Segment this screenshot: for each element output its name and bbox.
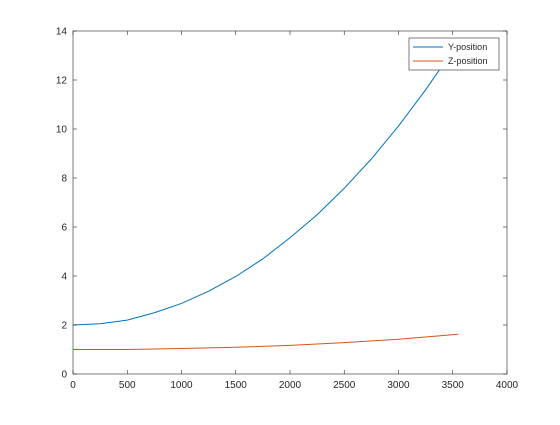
x-tick-label: 1000 <box>170 380 193 391</box>
x-tick-label: 3000 <box>387 380 410 391</box>
x-tick-label: 2000 <box>279 380 302 391</box>
series-line-z-position <box>73 333 459 350</box>
legend-label: Y-position <box>448 42 487 52</box>
axes-background <box>73 31 507 374</box>
y-tick-label: 10 <box>56 125 68 136</box>
x-tick-label: 4000 <box>496 380 519 391</box>
legend-box <box>408 37 500 71</box>
x-tick-label: 1500 <box>225 380 248 391</box>
series-line-y-position <box>72 44 459 326</box>
y-tick-label: 6 <box>61 223 67 234</box>
legend-label: Z-position <box>448 56 488 66</box>
x-tick-label: 2500 <box>333 380 356 391</box>
legend: Y-position Z-position <box>408 37 500 71</box>
y-tick-label: 14 <box>56 27 68 38</box>
y-tick-label: 12 <box>56 76 68 87</box>
y-tick-label: 4 <box>61 272 67 283</box>
y-tick-label: 0 <box>61 370 67 381</box>
x-tick-label: 500 <box>119 380 136 391</box>
x-tick-label: 3500 <box>442 380 465 391</box>
x-axis-ticks: 0 500 1000 1500 2000 2500 3000 3500 4000 <box>70 31 519 391</box>
y-tick-label: 8 <box>61 174 67 185</box>
y-axis-ticks: 0 2 4 6 8 10 12 14 <box>56 27 507 381</box>
y-tick-label: 2 <box>61 321 67 332</box>
x-tick-label: 0 <box>70 380 76 391</box>
plot-lines <box>72 44 459 350</box>
